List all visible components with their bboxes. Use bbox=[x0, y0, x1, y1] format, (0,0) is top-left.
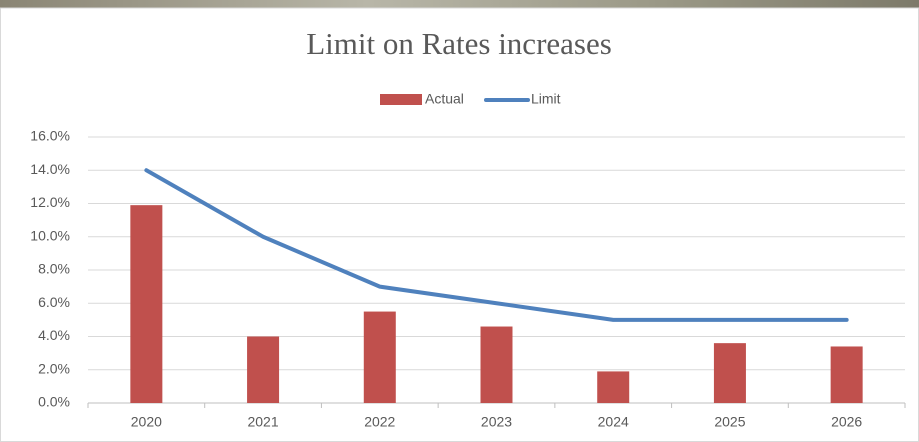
photo-strip bbox=[0, 0, 919, 8]
y-tick-label: 0.0% bbox=[38, 394, 70, 410]
legend-swatch bbox=[380, 94, 422, 105]
bar bbox=[247, 336, 280, 403]
y-tick-label: 2.0% bbox=[38, 360, 70, 376]
bar bbox=[130, 205, 163, 403]
bar bbox=[480, 326, 513, 403]
x-tick-label: 2024 bbox=[598, 414, 629, 430]
bar bbox=[597, 371, 630, 403]
bar bbox=[830, 346, 863, 403]
x-tick-label: 2020 bbox=[131, 414, 162, 430]
line bbox=[144, 168, 849, 322]
legend-label: Actual bbox=[425, 91, 464, 107]
bar bbox=[363, 311, 396, 403]
bar bbox=[713, 343, 746, 403]
x-tick-label: 2023 bbox=[481, 414, 512, 430]
chart-title: Limit on Rates increases bbox=[306, 26, 612, 61]
y-tick-label: 10.0% bbox=[30, 227, 70, 243]
y-tick-label: 4.0% bbox=[38, 327, 70, 343]
x-tick-label: 2025 bbox=[714, 414, 745, 430]
x-tick-label: 2021 bbox=[247, 414, 278, 430]
x-tick-label: 2026 bbox=[831, 414, 862, 430]
y-tick-label: 16.0% bbox=[30, 128, 70, 144]
legend-label: Limit bbox=[531, 91, 561, 107]
x-tick-label: 2022 bbox=[364, 414, 395, 430]
y-tick-label: 14.0% bbox=[30, 161, 70, 177]
y-tick-label: 8.0% bbox=[38, 261, 70, 277]
y-tick-label: 6.0% bbox=[38, 294, 70, 310]
y-tick-label: 12.0% bbox=[30, 194, 70, 210]
